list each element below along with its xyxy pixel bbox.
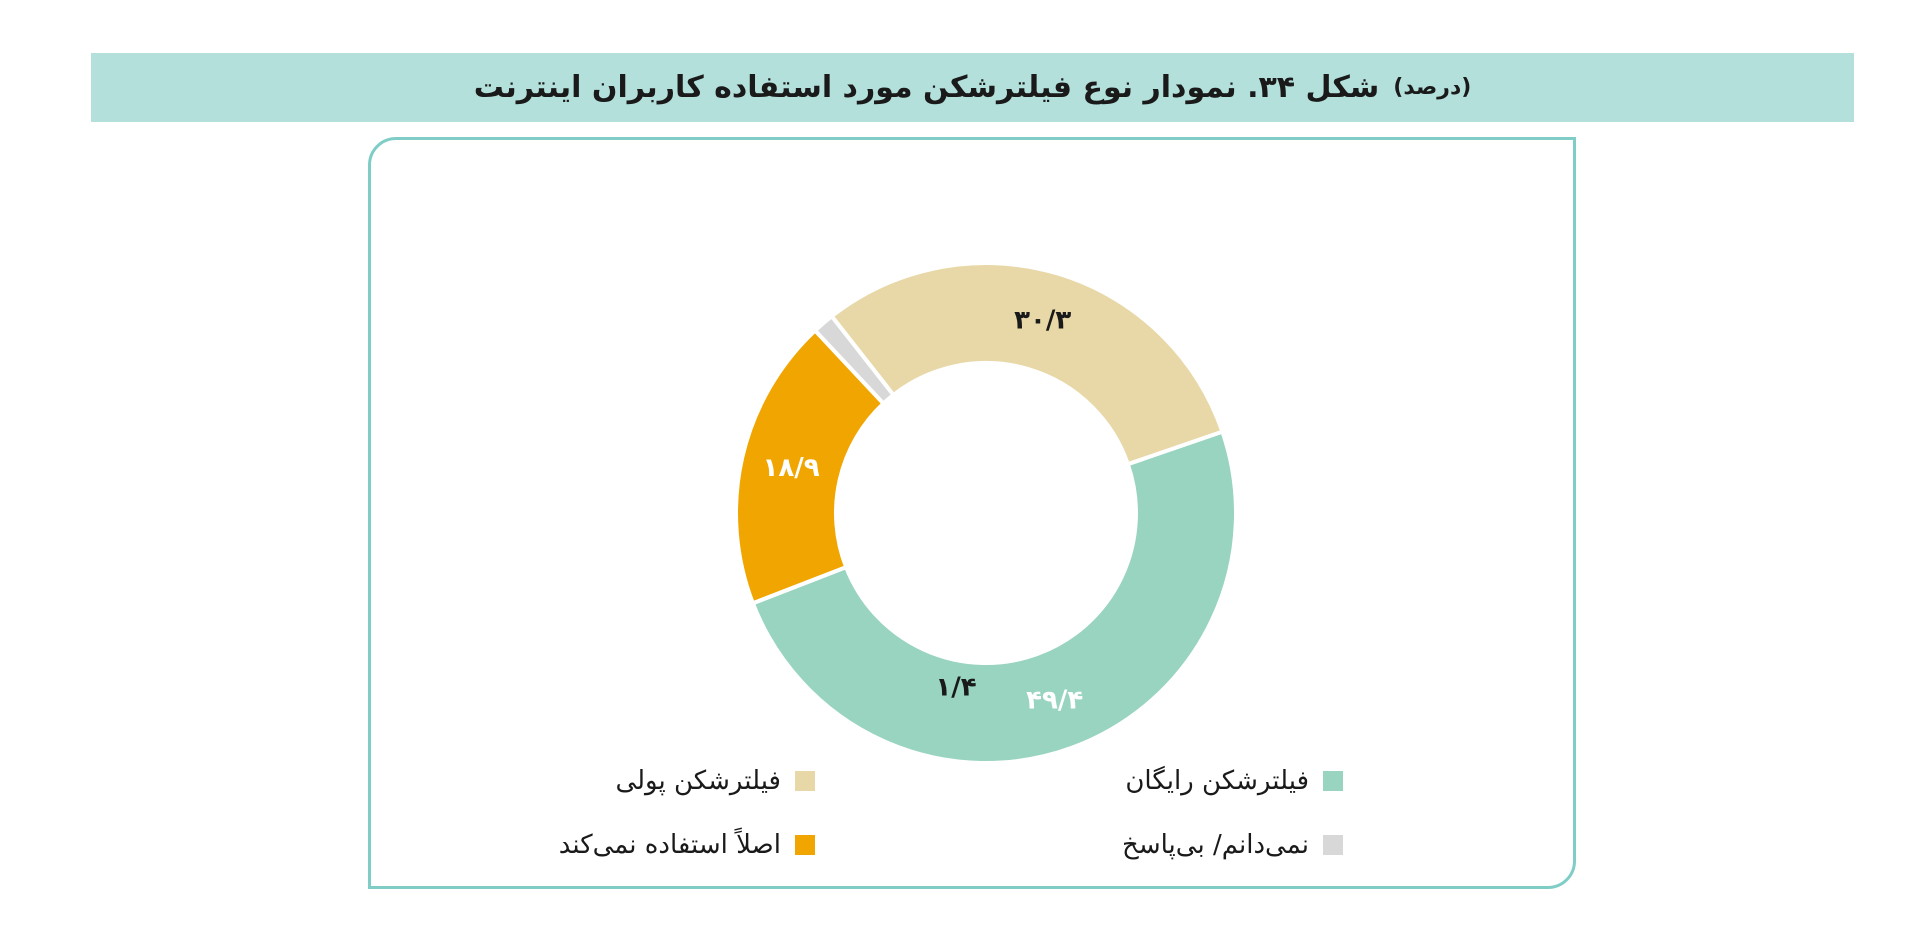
data-label-free-vpn: ۴۹/۴ [1026,685,1083,715]
legend-item-not-using: اصلاً استفاده نمی‌کند [559,830,815,860]
donut-slice-paid-vpn [829,261,1225,467]
chart-panel: ۴۹/۴ ۱۸/۹ ۱/۴ ۳۰/۳ فیلترشکن رایگان فیلترشکن… [368,137,1576,889]
figure-title: شکل ۳۴. نمودار نوع فیلترشکن مورد استفاده… [473,70,1380,105]
donut-slice-free-vpn [750,429,1238,765]
legend-label-not-using: اصلاً استفاده نمی‌کند [558,830,781,860]
data-label-dont-know: ۱/۴ [935,673,976,703]
legend-label-paid-vpn: فیلترشکن پولی [615,766,781,796]
legend-item-dont-know: نمی‌دانم/ بی‌پاسخ [1122,830,1343,860]
legend-swatch-dont-know [1323,835,1343,855]
figure-unit: (درصد) [1393,75,1472,100]
legend-label-dont-know: نمی‌دانم/ بی‌پاسخ [1122,830,1309,860]
donut-chart: ۴۹/۴ ۱۸/۹ ۱/۴ ۳۰/۳ [734,261,1238,765]
legend-item-paid-vpn: فیلترشکن پولی [615,766,815,796]
legend-swatch-free-vpn [1323,771,1343,791]
data-label-not-using: ۱۸/۹ [762,453,819,483]
data-label-paid-vpn: ۳۰/۳ [1014,306,1071,336]
legend-label-free-vpn: فیلترشکن رایگان [1125,766,1309,796]
figure-title-band: شکل ۳۴. نمودار نوع فیلترشکن مورد استفاده… [91,53,1854,122]
legend-swatch-not-using [795,835,815,855]
legend-item-free-vpn: فیلترشکن رایگان [1125,766,1343,796]
legend-swatch-paid-vpn [795,771,815,791]
donut-slice-not-using [734,327,887,606]
figure-title-row: شکل ۳۴. نمودار نوع فیلترشکن مورد استفاده… [91,53,1854,122]
